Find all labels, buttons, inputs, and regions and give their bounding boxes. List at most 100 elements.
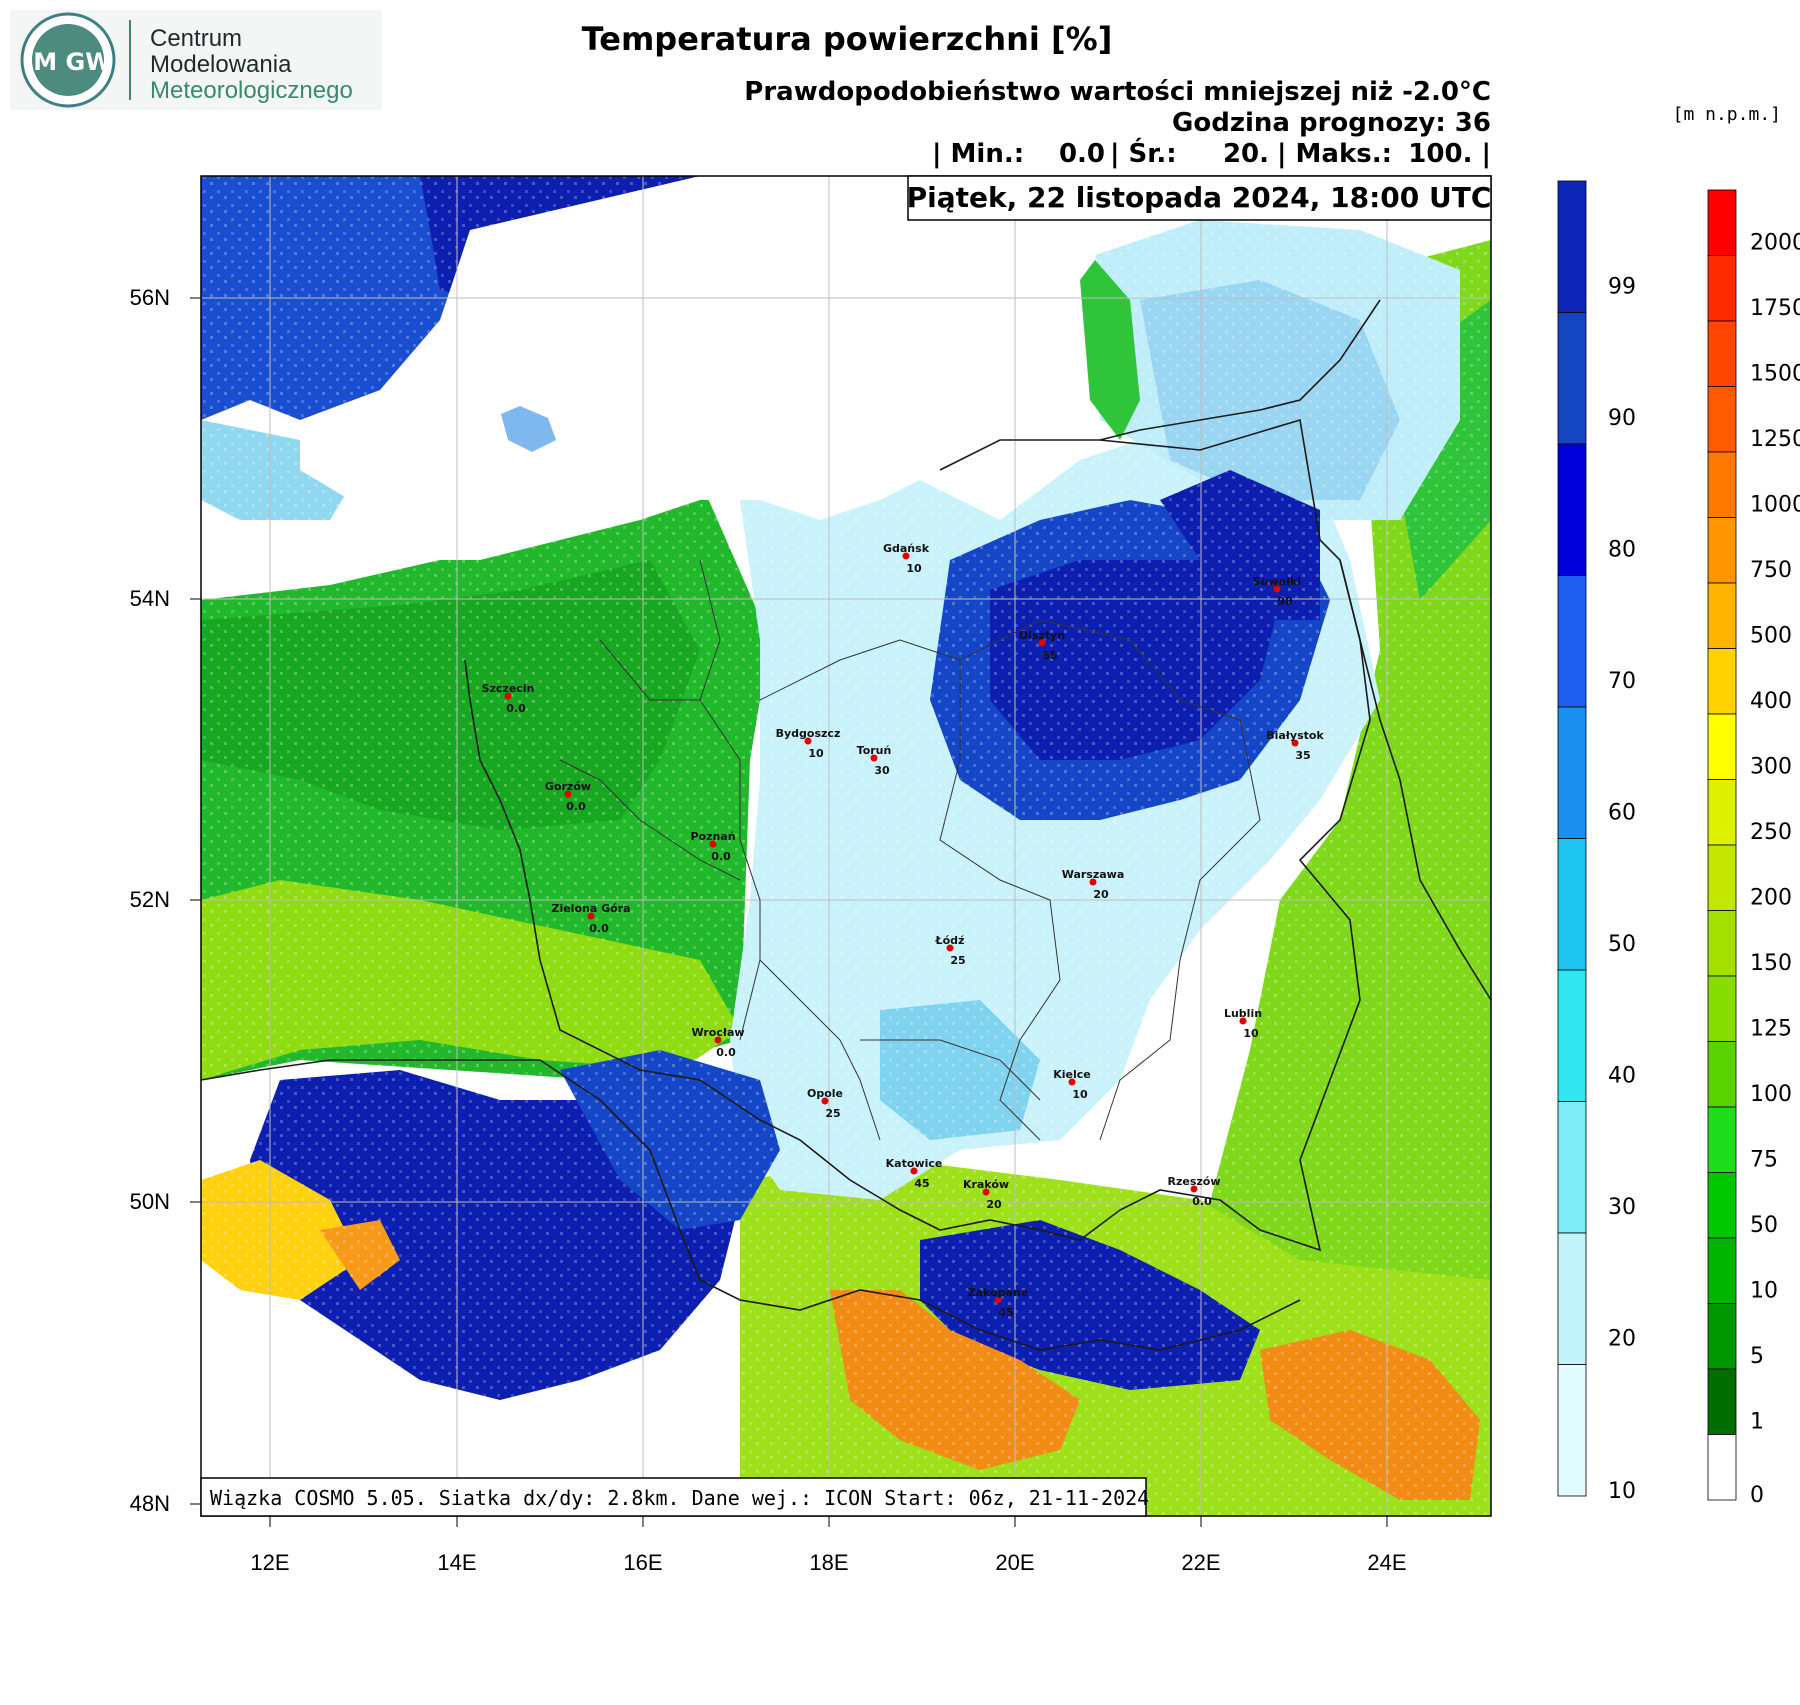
lat-tick-56n-label: 56N — [130, 285, 170, 310]
city-opole: Opole 25 — [807, 1087, 843, 1120]
city-value: 0.0 — [716, 1046, 736, 1059]
elev-scale-label: 150 — [1750, 951, 1792, 976]
elev-scale-label: 0 — [1750, 1483, 1764, 1508]
lon-tick-22e-label: 22E — [1181, 1550, 1220, 1575]
elev-scale-label: 10 — [1750, 1279, 1778, 1304]
elevation-colorbar: 2000175015001250100075050040030025020015… — [1707, 189, 1800, 1508]
city-value: 35 — [1295, 749, 1310, 762]
city-dot — [982, 1188, 990, 1196]
city-value: 20 — [1093, 888, 1109, 901]
city-dot — [1038, 639, 1046, 647]
map-field — [201, 176, 1491, 1516]
city-value: 30 — [874, 764, 890, 777]
voivodeship-borders — [559, 559, 1261, 1141]
elev-swatch-2000 — [1707, 189, 1737, 256]
curonian-spit — [1080, 260, 1140, 440]
city-value: 10 — [906, 562, 922, 575]
lat-tick-54n-label: 54N — [130, 586, 170, 611]
prob-swatch-99 — [1557, 180, 1587, 313]
city-szczecin: Szczecin 0.0 — [482, 682, 535, 715]
lat-axis: 56N 54N 52N 50N 48N — [130, 285, 201, 1516]
lon-tick-24e-label: 24E — [1367, 1550, 1406, 1575]
forecast-hour-label: Godzina prognozy: 36 — [1172, 108, 1491, 138]
stats-max-label: | Maks.: — [1277, 139, 1392, 169]
city-name: Szczecin — [482, 682, 535, 695]
lat-tick-52n-label: 52N — [130, 887, 170, 912]
prob-scale-label: 90 — [1608, 406, 1636, 431]
border-silesia — [860, 1039, 1041, 1101]
baltic-sea — [300, 176, 1100, 560]
city-value: 55 — [1042, 649, 1057, 662]
prob-swatch-30 — [1557, 1101, 1587, 1234]
elevation-units-label: [m n.p.m.] — [1673, 104, 1781, 125]
lat-tick-56n: 56N — [130, 285, 201, 310]
country-borders — [200, 299, 1492, 1351]
city-value: 45 — [914, 1177, 929, 1190]
city-dot — [587, 912, 595, 920]
lat-tick-50n-label: 50N — [130, 1189, 170, 1214]
elev-swatch-200 — [1707, 844, 1737, 911]
city-name: Suwałki — [1253, 575, 1302, 588]
elev-scale-label: 300 — [1750, 755, 1792, 780]
lon-tick-14e-label: 14E — [437, 1550, 476, 1575]
city-rzeszow: Rzeszów 0.0 — [1167, 1175, 1220, 1208]
city-name: Opole — [807, 1087, 843, 1100]
lat-tick-50n: 50N — [130, 1189, 201, 1214]
elev-swatch-125 — [1707, 975, 1737, 1042]
footer-box-frame — [200, 1477, 1147, 1517]
city-value: 90 — [1277, 595, 1293, 608]
city-value: 45 — [998, 1306, 1013, 1319]
city-name: Rzeszów — [1167, 1175, 1220, 1188]
city-gorzow: Gorzów 0.0 — [545, 780, 591, 813]
elev-scale-label: 2000 — [1750, 231, 1800, 256]
logo-seal-letters: IM GW — [24, 48, 111, 76]
city-dot — [804, 737, 812, 745]
stats-avg-value: 20. — [1223, 139, 1269, 169]
city-dot — [902, 552, 910, 560]
city-olsztyn: Olsztyn 55 — [1019, 629, 1065, 662]
city-name: Zakopane — [968, 1286, 1029, 1299]
bornholm-island — [501, 406, 556, 452]
valid-time-box: Piątek, 22 listopada 2024, 18:00 UTC — [907, 175, 1492, 221]
czech-slovak-border — [200, 1059, 1301, 1351]
city-name: Lublin — [1224, 1007, 1262, 1020]
prob-scale-label: 20 — [1608, 1326, 1636, 1351]
belarus-border — [1339, 559, 1492, 1001]
elev-scale-label: 1500 — [1750, 362, 1800, 387]
city-dot — [504, 692, 512, 700]
city-value: 0.0 — [506, 702, 526, 715]
map-graticule — [201, 176, 1491, 1516]
elev-scale-label: 75 — [1750, 1148, 1778, 1173]
city-zielona-gora: Zielona Góra 0.0 — [551, 902, 630, 935]
lon-tick-12e-label: 12E — [250, 1550, 289, 1575]
city-name: Kraków — [963, 1178, 1009, 1191]
city-value: 0.0 — [711, 850, 731, 863]
lat-tick-52n: 52N — [130, 887, 201, 912]
lon-tick-16e-label: 16E — [623, 1550, 662, 1575]
lat-tick-48n: 48N — [130, 1491, 201, 1516]
border-center — [759, 639, 1061, 1141]
border-lubusz — [559, 759, 741, 881]
elev-swatch-150 — [1707, 910, 1737, 977]
city-value: 10 — [1072, 1088, 1088, 1101]
elev-swatch-1000 — [1707, 451, 1737, 518]
prob-swatch-50 — [1557, 838, 1587, 971]
lon-tick-22e: 22E — [1181, 1516, 1221, 1575]
prob-scale-label: 99 — [1608, 274, 1636, 299]
city-name: Bydgoszcz — [776, 727, 841, 740]
city-value: 0.0 — [589, 922, 609, 935]
elev-scale-label: 200 — [1750, 886, 1792, 911]
map-subtitle: Prawdopodobieństwo wartości mniejszej ni… — [744, 77, 1491, 107]
city-name: Olsztyn — [1019, 629, 1065, 642]
prob-scale-label: 80 — [1608, 537, 1636, 562]
city-name: Katowice — [886, 1157, 943, 1170]
footer-note: Wiązka COSMO 5.05. Siatka dx/dy: 2.8km. … — [210, 1486, 1149, 1510]
city-dot — [994, 1296, 1002, 1304]
elev-swatch-1750 — [1707, 255, 1737, 322]
city-dot — [1089, 878, 1097, 886]
lon-tick-18e: 18E — [809, 1516, 849, 1575]
city-dot — [1068, 1078, 1076, 1086]
elev-swatch-1250 — [1707, 386, 1737, 453]
prob-swatch-10 — [1557, 1364, 1587, 1497]
elev-scale-label: 750 — [1750, 558, 1792, 583]
